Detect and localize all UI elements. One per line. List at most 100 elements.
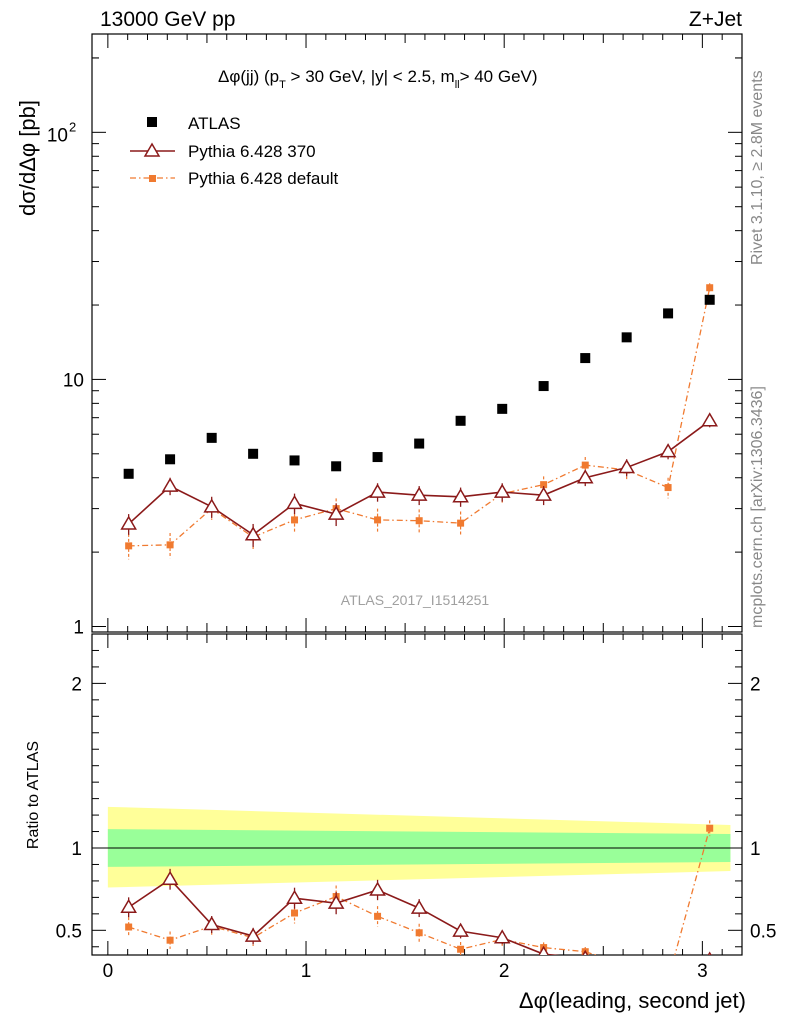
point-pythia-370 [161, 477, 179, 492]
point-pythia-370 [701, 412, 719, 427]
ratio-point-pythia-370 [369, 881, 386, 896]
point-atlas [206, 432, 217, 443]
ratio-point-pythia-370 [203, 916, 221, 931]
legend-label-atlas: ATLAS [188, 114, 241, 133]
ratio-point-pythia-370 [286, 889, 303, 904]
point-atlas [123, 468, 134, 479]
point-atlas [289, 455, 300, 466]
x-axis-label: Δφ(leading, second jet) [519, 988, 746, 1013]
point-pythia-default [166, 541, 174, 549]
ratio-y-tick-label: 1 [71, 839, 82, 860]
point-pythia-370 [659, 443, 677, 458]
y-tick-label: 10 [63, 370, 84, 391]
ratio-y-tick-label: 2 [71, 674, 82, 695]
ratio-point-pythia-default [166, 936, 174, 944]
point-atlas [455, 415, 466, 426]
ratio-point-pythia-370 [161, 870, 179, 886]
ratio-point-pythia-370 [452, 922, 469, 937]
mcplots-label: mcplots.cern.ch [arXiv:1306.3436] [749, 386, 766, 628]
ratio-point-pythia-370 [493, 929, 511, 944]
x-tick-label: 1 [301, 961, 312, 982]
point-atlas [580, 353, 591, 364]
x-tick-label: 3 [697, 961, 708, 982]
point-atlas [497, 403, 508, 414]
ratio-point-pythia-370 [120, 898, 137, 914]
y-axis-label: dσ/dΔφ [pb] [15, 100, 40, 216]
ratio-point-pythia-default [623, 961, 630, 968]
point-pythia-default [664, 484, 672, 492]
point-pythia-370 [493, 483, 511, 498]
point-pythia-default [291, 516, 299, 524]
y-tick-label: 1 [73, 617, 84, 638]
point-pythia-default [457, 519, 465, 527]
point-pythia-default [581, 461, 589, 469]
point-pythia-default [374, 516, 382, 524]
point-pythia-370 [452, 488, 469, 503]
ratio-bands [92, 806, 742, 888]
point-pythia-default [415, 517, 423, 525]
point-atlas [414, 438, 425, 449]
point-pythia-370 [120, 515, 137, 530]
point-atlas [331, 461, 342, 472]
point-pythia-default [125, 542, 133, 550]
point-atlas [165, 454, 176, 465]
ratio-point-pythia-default [374, 912, 382, 920]
ratio-point-pythia-default [706, 824, 714, 832]
main-series [120, 283, 719, 560]
point-pythia-370 [327, 505, 345, 520]
legend-label-pythia-default: Pythia 6.428 default [188, 169, 339, 188]
series-line-pythia-default [128, 287, 711, 547]
point-pythia-370 [535, 486, 552, 501]
ratio-point-pythia-370 [707, 951, 712, 955]
header-process: Z+Jet [689, 8, 742, 31]
point-atlas [372, 452, 383, 463]
legend-marker-pythia-370 [143, 142, 161, 157]
svg-text:Δφ(jj) (pT > 30 GeV, |y| < 2.5: Δφ(jj) (pT > 30 GeV, |y| < 2.5, mll> 40 … [218, 67, 538, 91]
y-tick-label-exponent: 2 [69, 119, 76, 134]
point-pythia-370 [203, 498, 221, 513]
point-atlas [248, 448, 259, 459]
point-atlas [704, 294, 715, 305]
rivet-label: Rivet 3.1.10, ≥ 2.8M events [749, 70, 766, 265]
legend-label-pythia-370: Pythia 6.428 370 [188, 142, 316, 161]
ratio-point-pythia-default [665, 976, 672, 983]
ratio-point-pythia-370 [582, 949, 589, 955]
point-atlas [621, 332, 632, 343]
point-pythia-default [706, 284, 714, 292]
point-pythia-default [540, 481, 548, 489]
legend-marker-pythia-default [149, 175, 156, 182]
ratio-series [120, 820, 714, 983]
ratio-line-pythia-370 [128, 878, 561, 955]
ratio-point-pythia-default [291, 909, 299, 917]
point-pythia-370 [244, 526, 262, 541]
ratio-y-tick-label-right: 0.5 [750, 921, 776, 942]
point-pythia-370 [410, 486, 428, 501]
ratio-y-tick-label-right: 1 [750, 839, 761, 860]
point-pythia-370 [618, 459, 635, 474]
legend: ATLAS Pythia 6.428 370 Pythia 6.428 defa… [130, 114, 339, 188]
main-frame-border [91, 33, 743, 633]
analysis-watermark: ATLAS_2017_I1514251 [341, 592, 490, 608]
point-pythia-370 [576, 469, 594, 484]
ratio-y-axis-label: Ratio to ATLAS [25, 741, 42, 849]
ratio-point-pythia-default [457, 945, 465, 953]
ratio-point-pythia-default [415, 929, 423, 937]
ratio-y-tick-label: 0.5 [56, 921, 82, 942]
point-atlas [663, 308, 674, 319]
point-pythia-370 [286, 494, 303, 510]
ratio-frame-border [91, 633, 743, 956]
ratio-point-pythia-370 [538, 945, 550, 955]
ratio-point-pythia-default [125, 923, 133, 931]
ratio-point-pythia-370 [626, 954, 627, 955]
ratio-point-pythia-370 [244, 927, 262, 942]
point-pythia-370 [369, 483, 386, 498]
plot-title: Δφ(jj) (pT > 30 GeV, |y| < 2.5, mll> 40 … [218, 67, 538, 91]
ratio-point-pythia-370 [327, 894, 345, 909]
plot-title-part1: Δφ(jj) (p [218, 67, 279, 86]
x-tick-label: 0 [103, 961, 114, 982]
legend-marker-atlas [147, 117, 157, 127]
header-energy: 13000 GeV pp [100, 8, 235, 31]
x-tick-label: 2 [499, 961, 510, 982]
